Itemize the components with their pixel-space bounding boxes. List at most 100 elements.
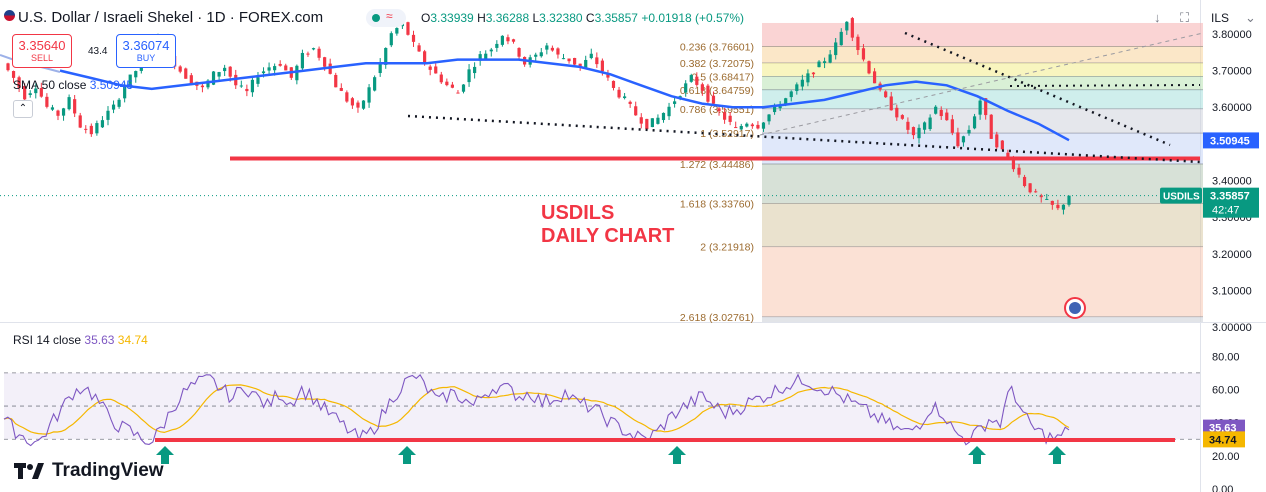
candle-body (78, 115, 82, 128)
candle-body (872, 71, 877, 84)
branding[interactable]: TradingView (52, 460, 164, 481)
candle-body (950, 119, 954, 133)
candle-body (1034, 191, 1038, 193)
candle-body (722, 112, 727, 120)
symbol-title[interactable]: U.S. Dollar / Israeli Shekel · 1D · FORE… (18, 9, 324, 26)
candle-body (295, 65, 299, 81)
candle-body (250, 79, 255, 93)
candle-body (623, 96, 627, 99)
candle-body (650, 118, 654, 128)
bar-countdown: 42:47 (1212, 205, 1240, 217)
rsi-ma-value-tag-text: 34.74 (1209, 434, 1237, 446)
fib-zone (762, 63, 1203, 77)
chart-header: U.S. Dollar / Israeli Shekel · 1D · FORE… (0, 0, 1200, 34)
candle-body (978, 100, 982, 115)
candle-body (900, 115, 904, 119)
candle-body (661, 112, 666, 121)
candle-body (1017, 167, 1021, 175)
candle-body (617, 89, 621, 98)
candle-body (461, 84, 466, 92)
rsi-tick-label: 60.00 (1212, 384, 1240, 396)
candle-body (800, 79, 804, 87)
candle-body (384, 48, 388, 65)
candle-body (200, 85, 205, 88)
chevron-down-icon[interactable]: ⌄ (1245, 10, 1256, 25)
bullish-arrow-icon (668, 446, 686, 464)
candle-body (867, 61, 871, 74)
candle-body (334, 74, 338, 88)
candle-body (361, 100, 366, 109)
candle-body (706, 85, 710, 102)
candle-body (578, 63, 582, 67)
candle-body (356, 102, 360, 108)
candle-body (895, 107, 899, 118)
rsi-line (3, 373, 1070, 447)
candle-body (928, 117, 932, 130)
candle-body (373, 77, 377, 91)
rsi-ma-line (3, 384, 1070, 435)
high-value: 3.36288 (485, 11, 530, 25)
candle-body (1045, 198, 1049, 200)
candle-body (34, 88, 38, 94)
rsi-tick-label: 20.00 (1212, 451, 1240, 463)
candle-body (761, 122, 766, 129)
fullscreen-icon[interactable]: ⛶ (1180, 10, 1190, 25)
candle-body (456, 92, 460, 94)
candle-body (573, 57, 577, 65)
price-tick-label: 3.00000 (1212, 322, 1252, 334)
collapse-legend-button[interactable]: ⌃ (13, 100, 33, 118)
candle-body (211, 71, 216, 85)
candle-body (478, 54, 482, 61)
low-value: 3.32380 (539, 11, 583, 25)
tradingview-logo-icon (14, 463, 44, 479)
fib-zone (762, 76, 1203, 90)
candle-body (406, 22, 410, 35)
candle-body (934, 106, 938, 114)
candle-body (1067, 195, 1071, 205)
spread-value: 43.4 (88, 46, 108, 57)
candle-body (317, 48, 321, 58)
candle-body (500, 35, 504, 45)
price-tick-label: 3.20000 (1212, 249, 1252, 261)
fib-label: 2.618 (3.02761) (680, 312, 754, 324)
candle-body (961, 136, 966, 143)
buy-button[interactable]: 3.36074 BUY (116, 34, 176, 68)
price-tick-label: 3.60000 (1212, 102, 1252, 114)
candle-body (256, 77, 260, 84)
rsi-ma-legend-value: 34.74 (117, 333, 148, 347)
candle-body (473, 66, 477, 74)
candle-body (956, 132, 960, 147)
sma-50-line (59, 58, 1070, 142)
down-arrow-icon[interactable]: ↓ (1154, 10, 1161, 25)
candle-body (217, 72, 221, 77)
sell-price: 3.35640 (18, 38, 66, 53)
price-tick-label: 3.10000 (1212, 285, 1252, 297)
candle-body (922, 122, 927, 130)
sma-legend[interactable]: SMA 50 close 3.50945 (13, 78, 134, 92)
sell-button[interactable]: 3.35640 SELL (12, 34, 72, 68)
candle-body (689, 75, 693, 82)
fib-label: 1.618 (3.33760) (680, 198, 754, 210)
chart-annotation: USDILS DAILY CHART (541, 202, 675, 247)
candle-body (323, 57, 327, 67)
bullish-arrow-icon (398, 446, 416, 464)
candle-body (189, 75, 193, 85)
candle-body (278, 63, 282, 66)
candle-body (489, 49, 493, 52)
fib-label: 0.236 (3.76601) (680, 41, 754, 53)
sell-label: SELL (30, 53, 54, 63)
candle-body (845, 21, 849, 31)
candle-body (834, 42, 838, 56)
candle-body (628, 101, 632, 104)
candle-body (434, 66, 438, 74)
currency-label[interactable]: ILS (1211, 11, 1230, 25)
market-status-pill[interactable] (366, 9, 406, 27)
candle-body (350, 98, 355, 106)
rsi-legend[interactable]: RSI 14 close 35.63 34.74 (13, 333, 148, 347)
fib-label: 2 (3.21918) (700, 242, 754, 254)
candle-body (411, 34, 416, 42)
fib-zone (762, 246, 1203, 317)
candle-body (378, 62, 382, 74)
candle-body (134, 71, 138, 78)
